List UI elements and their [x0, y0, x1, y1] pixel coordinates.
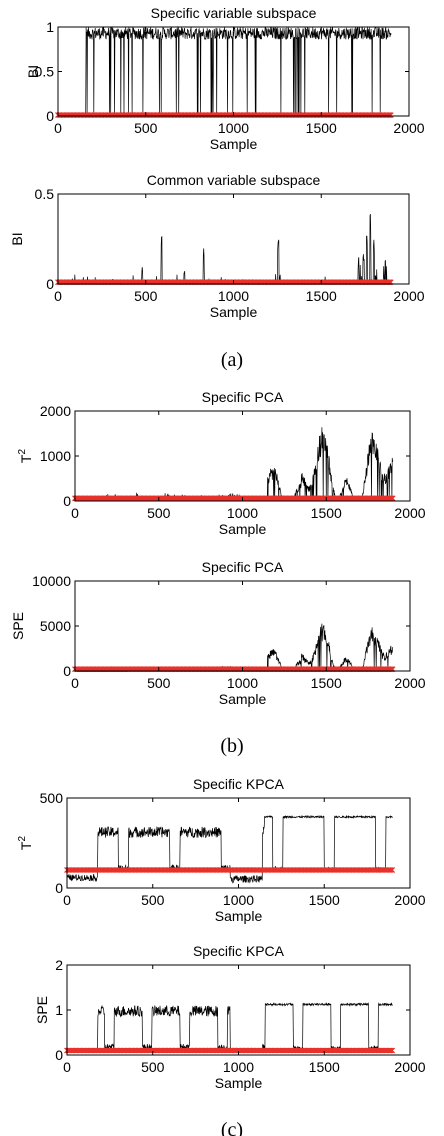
control-limit-markers [55, 112, 394, 119]
chart-6: Specific KPCA 0 500 1000 1500 2000 0 1 2 Sample SP… [34, 943, 426, 1091]
x-tick-label: 2000 [394, 505, 425, 521]
chart-title: Specific PCA [202, 389, 284, 405]
x-tick-label: 0 [63, 892, 71, 908]
x-tick-label: 1000 [218, 120, 249, 136]
x-tick-label: 1000 [223, 1059, 254, 1075]
y-tick-label: 10000 [32, 573, 71, 589]
series-line [66, 1002, 393, 1053]
y-tick-label: 0.5 [35, 186, 55, 202]
y-tick-label: 0 [46, 276, 54, 292]
x-tick-label: 2000 [393, 288, 424, 304]
x-tick-label: 2000 [393, 120, 424, 136]
x-tick-label: 1500 [309, 1059, 340, 1075]
chart-title: Specific variable subspace [151, 5, 317, 21]
x-axis-label: Sample [210, 136, 258, 152]
series-line [74, 427, 394, 502]
x-tick-label: 1500 [309, 892, 340, 908]
y-axis-label: SPE [10, 612, 26, 640]
y-tick-label: 2 [55, 957, 63, 973]
chart-title: Common variable subspace [147, 172, 321, 188]
x-tick-label: 500 [134, 120, 158, 136]
y-tick-label: 0.5 [35, 64, 55, 80]
x-tick-label: 1500 [311, 505, 342, 521]
chart-2: Common variable subspace 0 500 1000 1500 2000… [9, 172, 425, 320]
y-axis-label: T2 [17, 836, 34, 851]
chart-title: Specific KPCA [193, 776, 285, 792]
y-tick-label: 1 [55, 1002, 63, 1018]
x-tick-label: 1000 [223, 892, 254, 908]
y-tick-label: 2000 [40, 403, 71, 419]
x-tick-label: 1500 [306, 120, 337, 136]
axes-frame [57, 193, 410, 285]
x-tick-label: 2000 [394, 1059, 425, 1075]
x-tick-label: 1000 [227, 675, 258, 691]
x-axis-label: Sample [219, 521, 267, 537]
x-tick-label: 1000 [227, 505, 258, 521]
x-tick-label: 500 [134, 288, 158, 304]
x-tick-label: 0 [71, 675, 79, 691]
y-axis-label: BI [9, 232, 25, 245]
panel-label-a: (a) [221, 349, 243, 371]
y-tick-label: 0 [63, 663, 71, 679]
x-tick-label: 1000 [218, 288, 249, 304]
y-tick-label: 1000 [40, 448, 71, 464]
x-tick-label: 1500 [306, 288, 337, 304]
x-tick-label: 500 [147, 505, 171, 521]
x-tick-label: 0 [63, 1059, 71, 1075]
control-limit-markers [64, 867, 396, 873]
x-tick-label: 500 [141, 892, 165, 908]
x-tick-label: 0 [54, 120, 62, 136]
series-line [57, 214, 392, 286]
x-axis-label: Sample [210, 304, 258, 320]
chart-title: Specific KPCA [193, 943, 285, 959]
y-tick-label: 0 [46, 108, 54, 124]
chart-5: Specific KPCA 0 500 1000 1500 2000 0 500 Sample T… [17, 776, 426, 924]
x-tick-label: 0 [71, 505, 79, 521]
x-axis-label: Sample [215, 908, 263, 924]
control-limit-markers [72, 495, 396, 502]
panel-label-c: (c) [221, 1119, 243, 1136]
y-tick-label: 0 [55, 1047, 63, 1063]
panel-label-b: (b) [220, 735, 243, 757]
x-axis-label: Sample [215, 1075, 263, 1091]
y-axis-label: T2 [17, 449, 34, 464]
x-tick-label: 1500 [311, 675, 342, 691]
x-tick-label: 500 [147, 675, 171, 691]
control-limit-markers [64, 1047, 396, 1054]
series-line [74, 623, 394, 672]
y-axis-label: SPE [34, 996, 50, 1024]
y-tick-label: 5000 [40, 618, 71, 634]
x-tick-label: 0 [54, 288, 62, 304]
y-tick-label: 0 [55, 880, 63, 896]
x-tick-label: 2000 [394, 675, 425, 691]
y-tick-label: 1 [46, 19, 54, 35]
y-axis-label: BI [25, 65, 41, 78]
y-tick-label: 500 [40, 790, 64, 806]
x-tick-label: 2000 [394, 892, 425, 908]
chart-3: Specific PCA 0 500 1000 1500 2000 0 1000 2000 Sam… [17, 389, 426, 537]
chart-title: Specific PCA [202, 559, 284, 575]
y-tick-label: 0 [63, 493, 71, 509]
x-axis-label: Sample [219, 691, 267, 707]
axes-frame [74, 580, 411, 672]
chart-4: Specific PCA 0 500 1000 1500 2000 0 5000 10000 Sa… [10, 559, 426, 707]
axes-frame [74, 410, 411, 502]
series-line [58, 25, 392, 117]
x-tick-label: 500 [141, 1059, 165, 1075]
chart-1: Specific variable subspace 0 500 1000 1500 20… [25, 5, 425, 152]
